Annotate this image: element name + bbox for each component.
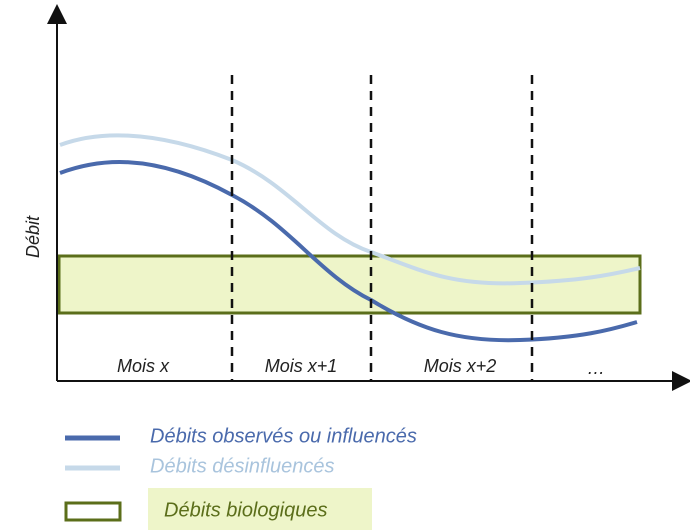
biological-band (57, 254, 642, 315)
legend-label: Débits biologiques (164, 499, 327, 521)
y-axis-label: Débit (23, 215, 43, 258)
natural-flow-curve (59, 133, 641, 286)
legend-label-bg (148, 488, 372, 530)
observed-flow-curve (59, 160, 638, 343)
legend-swatch (64, 501, 122, 522)
period-separators (230, 75, 534, 381)
period-label: Mois x+1 (265, 356, 338, 376)
legend-label: Débits observés ou influencés (150, 425, 417, 447)
legend-label: Débits désinfluencés (150, 455, 335, 477)
period-label: Mois x (117, 356, 170, 376)
period-label: Mois x+2 (424, 356, 497, 376)
period-label: … (587, 358, 605, 378)
